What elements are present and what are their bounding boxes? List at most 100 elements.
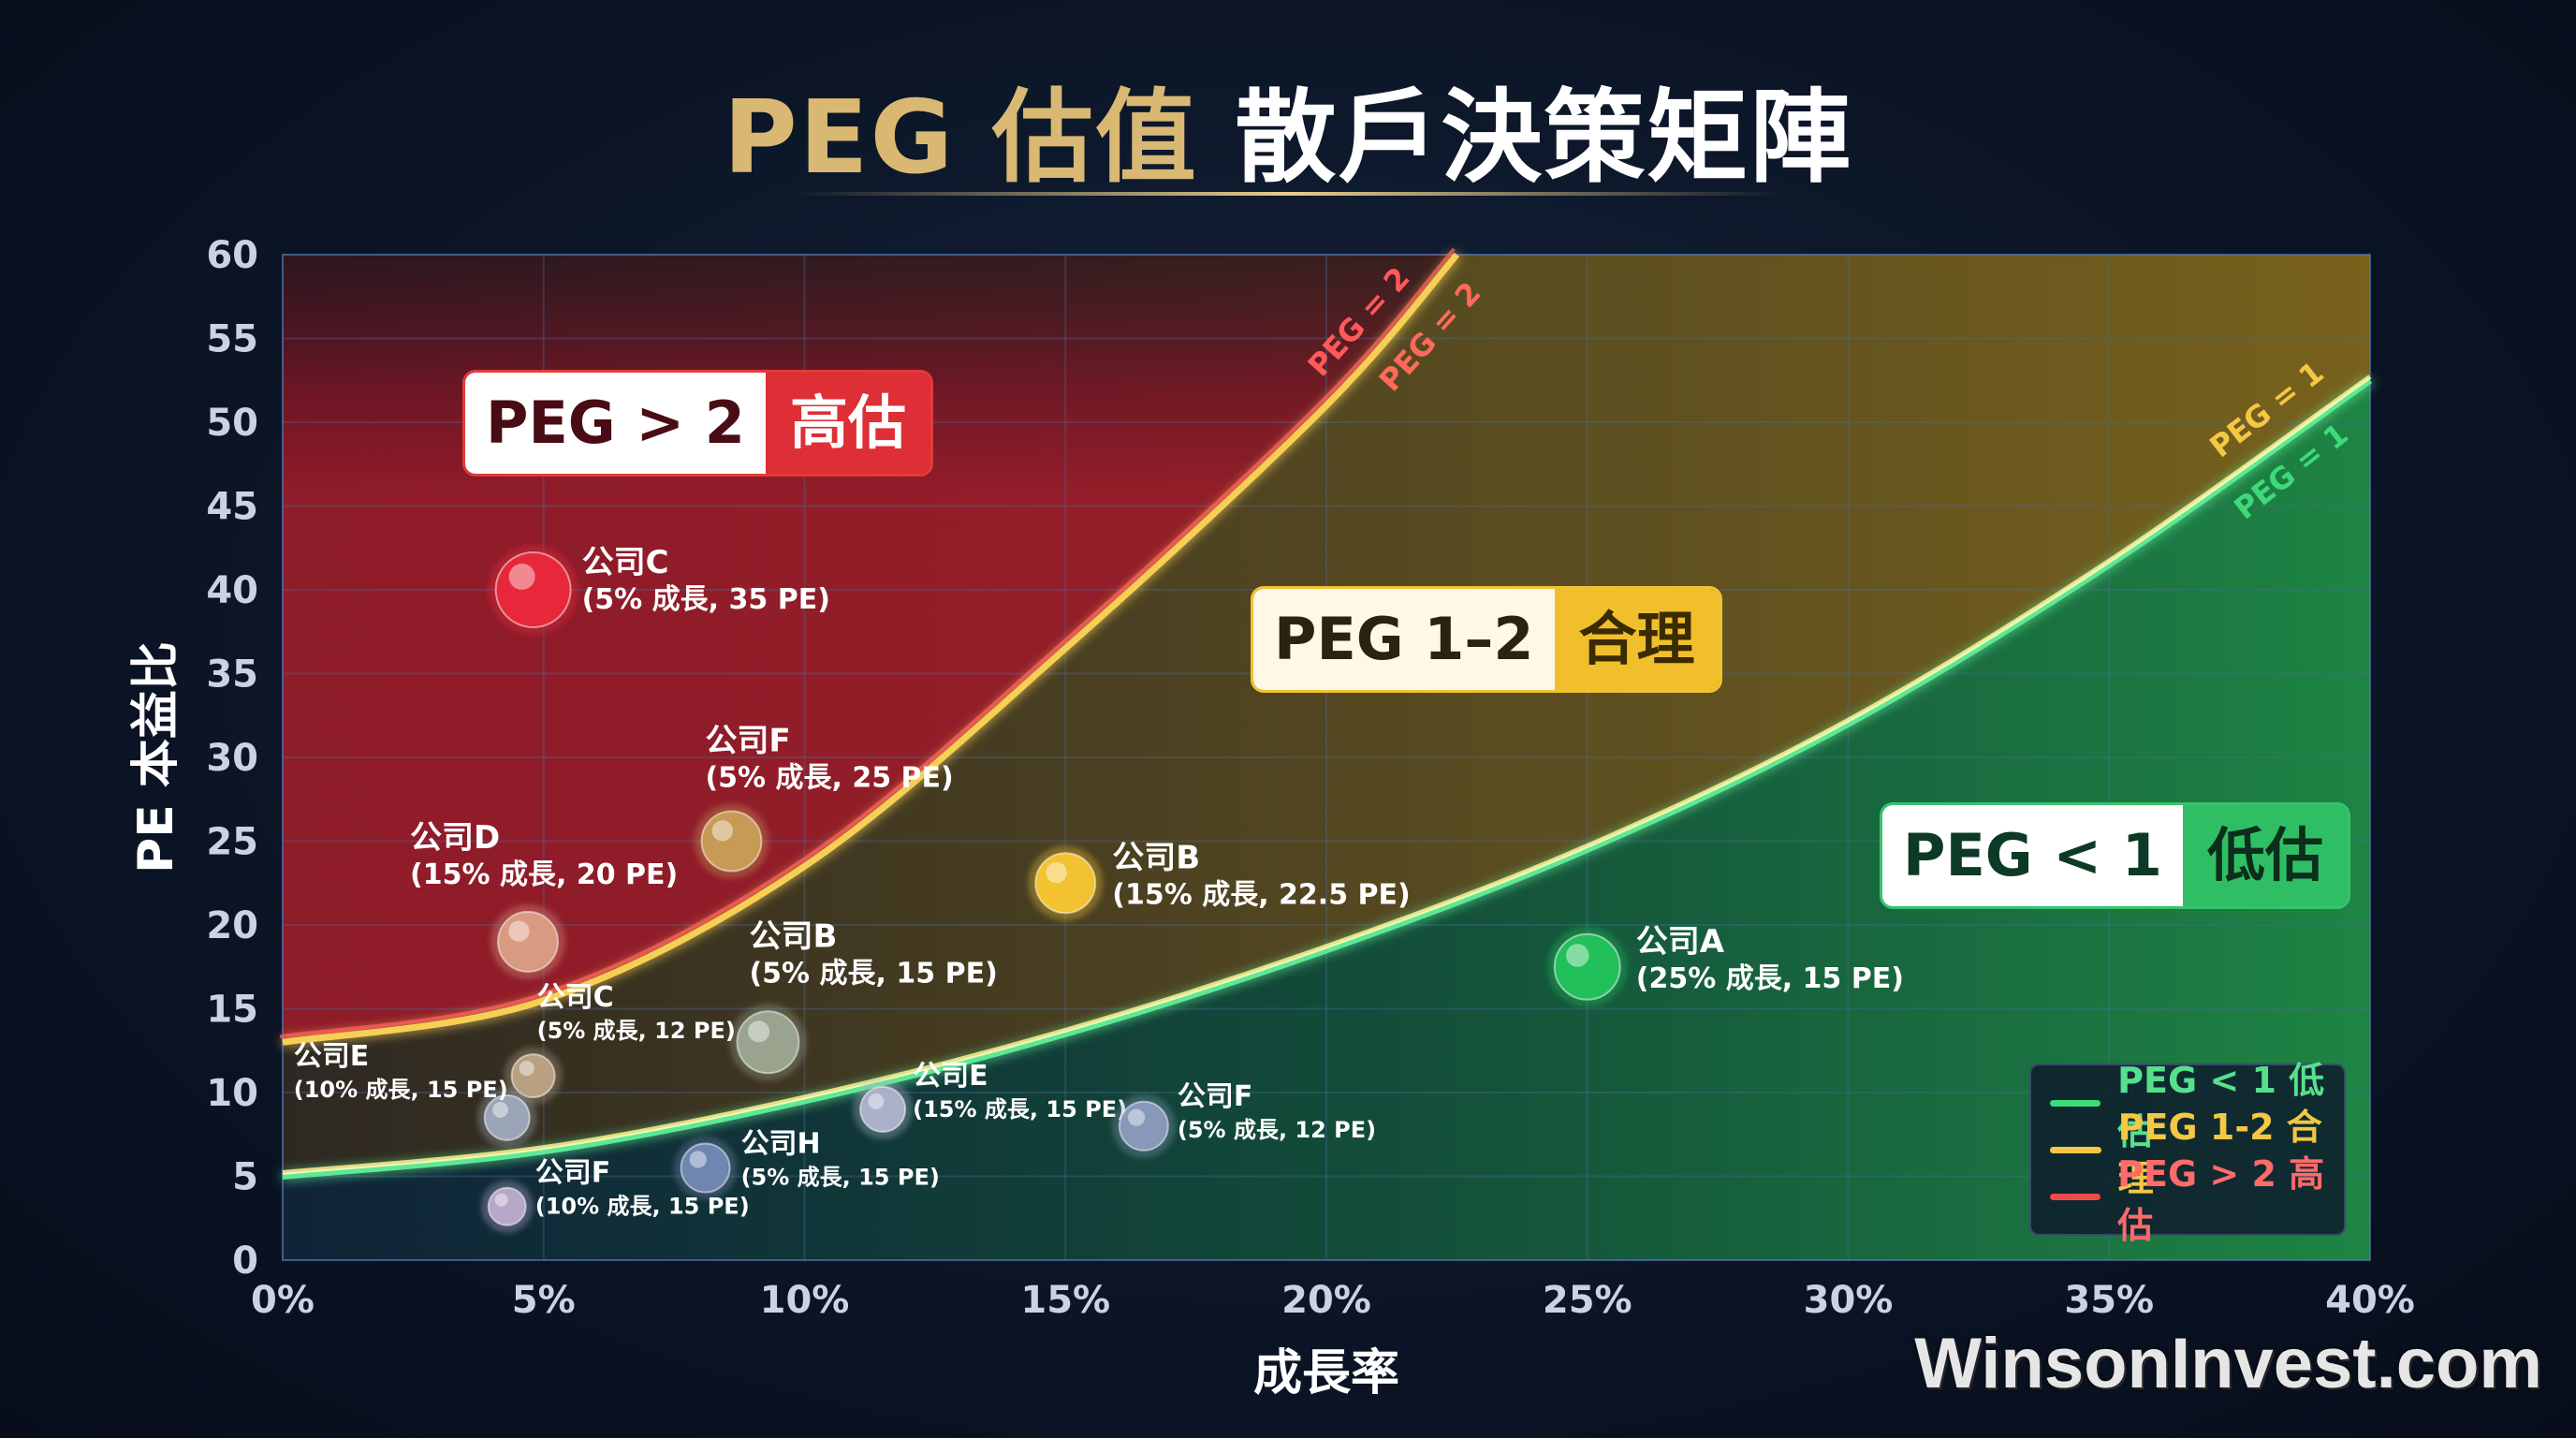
y-tick-label: 15 xyxy=(206,989,258,1032)
point-name: 公司A xyxy=(1636,923,1725,961)
y-tick-label: 25 xyxy=(206,821,258,864)
point-name: 公司F xyxy=(535,1157,611,1190)
zone-low-fill xyxy=(283,380,2370,1260)
curve-peg-1 xyxy=(282,377,2373,1180)
point-marker xyxy=(680,1142,731,1194)
y-tick-label: 10 xyxy=(206,1072,258,1115)
chart-title: PEG 估值 散戶決策矩陣 xyxy=(0,56,2576,202)
point-name: 公司C xyxy=(537,981,614,1014)
zone-badge-low: PEG < 1 低估 xyxy=(1880,802,2350,909)
zone-badge-high-text: 高估 xyxy=(765,373,930,474)
point-highlight xyxy=(1127,1108,1146,1126)
point-highlight xyxy=(868,1093,885,1109)
point-highlight xyxy=(508,920,530,942)
point-marker xyxy=(859,1085,907,1133)
x-tick-label: 20% xyxy=(1281,1279,1371,1322)
y-tick-label: 5 xyxy=(232,1156,258,1199)
legend-item-high: PEG > 2 高估 xyxy=(2050,1153,2344,1246)
zone-badge-fair-peg: PEG 1–2 xyxy=(1253,589,1555,690)
y-tick-label: 30 xyxy=(206,737,258,780)
legend-swatch-red xyxy=(2050,1193,2101,1200)
point-marker xyxy=(1034,852,1097,915)
point-name: 公司F xyxy=(705,723,790,760)
legend-swatch-green xyxy=(2050,1099,2101,1107)
zone-badge-high-peg: PEG > 2 xyxy=(465,373,766,474)
point-marker xyxy=(1118,1100,1169,1152)
zone-badge-high: PEG > 2 高估 xyxy=(462,370,933,477)
point-highlight xyxy=(711,820,734,842)
legend-label: PEG > 2 高估 xyxy=(2117,1153,2325,1246)
data-point: 公司E (10% 成長, 15 PE) xyxy=(294,1040,537,1148)
point-marker xyxy=(494,551,572,628)
y-tick-label: 55 xyxy=(206,318,258,361)
point-note: (5% 成長, 25 PE) xyxy=(705,762,953,795)
point-name: 公司C xyxy=(582,544,669,581)
legend-item-fair: PEG 1-2 合理 xyxy=(2050,1107,2344,1199)
data-point: 公司D(15% 成長, 20 PE) xyxy=(410,819,678,979)
point-highlight xyxy=(1566,944,1589,967)
title-peg: PEG 估值 xyxy=(723,80,1198,197)
point-note: (5% 成長, 12 PE) xyxy=(537,1018,736,1044)
point-highlight xyxy=(1046,861,1067,884)
zone-badge-low-text: 低估 xyxy=(2182,805,2348,906)
data-point: 公司H (5% 成長, 15 PE) xyxy=(673,1128,940,1200)
x-tick-label: 40% xyxy=(2325,1279,2415,1322)
x-tick-label: 25% xyxy=(1543,1279,1632,1322)
point-name: 公司B xyxy=(749,917,837,955)
y-tick-label: 0 xyxy=(232,1240,258,1283)
y-tick-label: 60 xyxy=(206,234,258,277)
data-point: 公司C(5% 成長, 35 PE) xyxy=(488,544,830,635)
data-point: 公司F(5% 成長, 25 PE) xyxy=(694,723,954,879)
data-point: 公司F (10% 成長, 15 PE) xyxy=(480,1157,750,1233)
zone-badge-low-peg: PEG < 1 xyxy=(1882,805,2183,906)
point-highlight xyxy=(508,564,535,590)
x-tick-label: 30% xyxy=(1804,1279,1894,1322)
y-tick-label: 50 xyxy=(206,402,258,445)
y-tick-label: 20 xyxy=(206,904,258,947)
y-tick-label: 35 xyxy=(206,653,258,697)
point-marker xyxy=(1553,932,1621,1001)
point-marker xyxy=(483,1093,531,1141)
point-note: (5% 成長, 12 PE) xyxy=(1178,1117,1376,1143)
point-name: 公司E xyxy=(913,1060,988,1093)
title-divider xyxy=(792,192,1784,196)
curve-peg-1-highlight xyxy=(282,374,2372,1175)
point-highlight xyxy=(494,1193,508,1207)
point-note: (25% 成長, 15 PE) xyxy=(1636,962,1904,995)
point-highlight xyxy=(748,1020,770,1043)
data-point: 公司A(25% 成長, 15 PE) xyxy=(1546,923,1904,1007)
point-highlight xyxy=(519,1061,534,1077)
point-marker xyxy=(736,1010,800,1075)
point-highlight xyxy=(492,1102,508,1118)
curve-peg-2 xyxy=(282,252,1460,1046)
x-axis-title: 成長率 xyxy=(1253,1345,1399,1401)
point-name: 公司F xyxy=(1178,1080,1253,1113)
point-name: 公司H xyxy=(741,1128,821,1161)
point-marker xyxy=(510,1053,556,1099)
point-marker xyxy=(700,810,763,873)
x-tick-label: 15% xyxy=(1020,1279,1110,1322)
title-matrix: 散戶決策矩陣 xyxy=(1235,80,1853,197)
zone-badge-fair: PEG 1–2 合理 xyxy=(1251,586,1722,693)
zone-badge-fair-text: 合理 xyxy=(1554,589,1720,690)
point-note: (5% 成長, 35 PE) xyxy=(582,583,830,616)
y-tick-label: 40 xyxy=(206,569,258,612)
watermark: WinsonInvest.com xyxy=(1914,1324,2542,1403)
curve-peg-2-highlight xyxy=(279,247,1456,1039)
data-point: 公司E (15% 成長, 15 PE) xyxy=(853,1060,1127,1139)
legend-item-low: PEG < 1 低估 xyxy=(2050,1060,2344,1152)
point-marker xyxy=(497,910,560,973)
point-name: 公司D xyxy=(410,819,500,857)
x-tick-label: 35% xyxy=(2064,1279,2154,1322)
x-tick-label: 5% xyxy=(512,1279,576,1322)
point-note: (15% 成長, 15 PE) xyxy=(913,1096,1127,1123)
legend-swatch-yellow xyxy=(2050,1146,2101,1153)
point-marker xyxy=(487,1186,527,1226)
y-tick-label: 45 xyxy=(206,486,258,529)
point-note: (10% 成長, 15 PE) xyxy=(535,1194,750,1220)
x-tick-label: 10% xyxy=(760,1279,850,1322)
point-note: (5% 成長, 15 PE) xyxy=(749,957,997,990)
y-axis-title: PE 本益比 xyxy=(128,641,184,873)
point-note: (5% 成長, 15 PE) xyxy=(741,1165,940,1191)
legend-label: PEG 1-2 合理 xyxy=(2117,1107,2322,1199)
